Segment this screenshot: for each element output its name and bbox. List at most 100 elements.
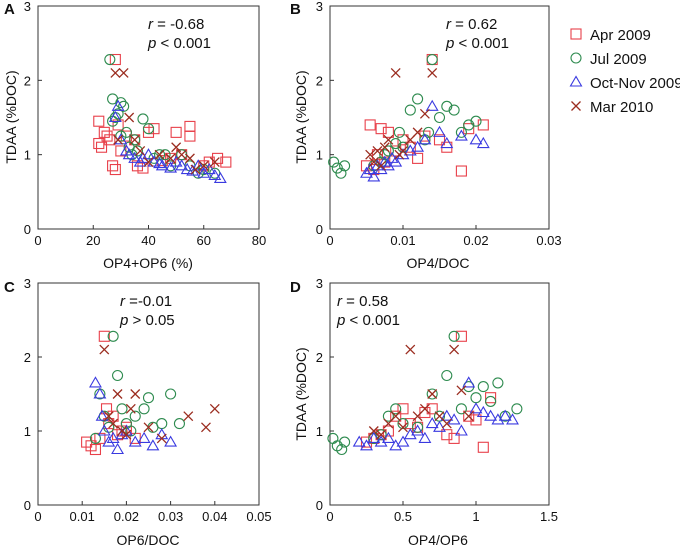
panel-d-point-oct-nov-2009 <box>433 420 446 432</box>
panel-c-point-oct-nov-2009 <box>89 376 102 388</box>
panel-d-point-mar-2010 <box>398 422 408 433</box>
panel-a-point-apr-2009 <box>148 123 160 135</box>
panel-c-xtick-label: 0 <box>34 509 41 524</box>
panel-d-marks <box>327 330 523 456</box>
panel-d-point-oct-nov-2009 <box>411 424 425 436</box>
panel-a-point-mar-2010 <box>129 134 140 145</box>
panel-a-point-oct-nov-2009 <box>136 151 150 163</box>
panel-d-point-jul-2009 <box>375 429 387 441</box>
panel-a-marks <box>93 53 232 184</box>
panel-d-xtick-label: 1.5 <box>540 509 558 524</box>
panel-a-point-oct-nov-2009 <box>197 166 211 178</box>
panel-d-point-oct-nov-2009 <box>498 409 512 421</box>
panel-b-ylabel: TDAA (%DOC) <box>293 70 309 163</box>
panel-d-ytick-label: 0 <box>316 498 323 513</box>
panel-c-ytick-label: 2 <box>24 350 31 365</box>
panel-b-point-apr-2009 <box>404 141 416 153</box>
panel-a-point-mar-2010 <box>184 153 195 164</box>
panel-a-ytick-label: 0 <box>24 222 31 237</box>
panel-b-point-oct-nov-2009 <box>418 133 432 145</box>
panel-a-point-mar-2010 <box>190 164 201 175</box>
panel-b-point-jul-2009 <box>412 93 424 105</box>
panel-b-point-mar-2010 <box>365 149 376 160</box>
panel-d-point-mar-2010 <box>441 418 452 429</box>
panel-b-point-jul-2009 <box>448 104 460 116</box>
legend-symbols <box>569 28 583 111</box>
panel-a-point-oct-nov-2009 <box>208 168 222 181</box>
panel-a-point-apr-2009 <box>212 152 224 164</box>
panel-c-point-apr-2009 <box>89 443 102 456</box>
panel-c-marks <box>81 330 220 456</box>
panel-d-point-apr-2009 <box>463 410 475 422</box>
panel-b-point-jul-2009 <box>335 167 347 179</box>
panel-a-point-mar-2010 <box>165 153 176 164</box>
panel-d-point-mar-2010 <box>376 429 387 440</box>
panel-a-point-apr-2009 <box>109 53 121 66</box>
panel-a-xtick-label: 0 <box>34 233 41 248</box>
panel-c-point-mar-2010 <box>209 403 220 414</box>
panel-a-point-mar-2010 <box>143 157 154 168</box>
panel-a-point-jul-2009 <box>154 149 166 161</box>
panel-d-point-oct-nov-2009 <box>381 431 395 443</box>
panel-b-point-apr-2009 <box>419 130 431 142</box>
panel-c-point-oct-nov-2009 <box>137 431 151 443</box>
panel-c-point-jul-2009 <box>138 403 150 415</box>
panel-b-point-oct-nov-2009 <box>425 99 439 111</box>
panel-c-point-mar-2010 <box>201 422 211 433</box>
panel-d-point-apr-2009 <box>426 403 438 415</box>
panel-d-point-mar-2010 <box>419 403 430 414</box>
panel-b-point-apr-2009 <box>397 134 409 146</box>
panel-a-point-mar-2010 <box>135 145 146 156</box>
panel-b-point-apr-2009 <box>455 165 467 177</box>
panel-d-letter: D <box>290 279 301 296</box>
panel-a-point-oct-nov-2009 <box>128 151 142 163</box>
panel-b-point-jul-2009 <box>339 160 351 172</box>
panel-b-point-oct-nov-2009 <box>433 125 446 137</box>
panel-d-point-mar-2010 <box>390 411 401 422</box>
panel-b-ytick-label: 2 <box>316 73 323 88</box>
panel-d-frame <box>329 282 550 506</box>
panel-c-point-oct-nov-2009 <box>102 435 116 447</box>
panel-d-point-apr-2009 <box>382 425 394 437</box>
legend-label-mar-2010: Mar 2010 <box>590 99 653 116</box>
panel-c-xlabel: OP6/DOC <box>116 532 179 548</box>
panel-b-point-apr-2009 <box>375 123 387 135</box>
panel-a-point-mar-2010 <box>209 157 220 168</box>
panel-d-point-apr-2009 <box>419 406 431 419</box>
panel-d-point-mar-2010 <box>449 344 460 355</box>
panel-a-point-apr-2009 <box>184 120 196 132</box>
panel-a-point-oct-nov-2009 <box>191 159 205 171</box>
panel-d-point-oct-nov-2009 <box>396 435 410 447</box>
panel-a-point-mar-2010 <box>113 134 124 145</box>
panel-b-point-jul-2009 <box>470 115 482 127</box>
panel-b-point-mar-2010 <box>419 108 430 119</box>
panel-d-ytick-label: 2 <box>316 350 323 365</box>
panel-b-point-jul-2009 <box>433 111 446 124</box>
panel-c-xtick-label: 0.03 <box>158 509 183 524</box>
panel-d-point-apr-2009 <box>477 441 489 453</box>
panel-c-ytick-label: 3 <box>24 276 31 291</box>
panel-c-point-apr-2009 <box>98 330 110 342</box>
panel-b-point-mar-2010 <box>368 157 379 168</box>
panel-c-point-mar-2010 <box>121 429 132 440</box>
panel-a-point-apr-2009 <box>112 119 124 131</box>
panel-d-point-jul-2009 <box>426 388 438 400</box>
panel-a-point-apr-2009 <box>107 160 119 172</box>
panel-b-point-oct-nov-2009 <box>411 140 425 152</box>
panel-d-xtick-label: 0 <box>326 509 333 524</box>
panel-c-p-stat: p > 0.05 <box>119 312 175 329</box>
panel-a-ytick-label: 2 <box>24 73 31 88</box>
panel-c-frame <box>37 282 260 506</box>
panel-a-point-oct-nov-2009 <box>164 161 178 173</box>
panel-b-point-jul-2009 <box>404 104 416 116</box>
panel-c-point-mar-2010 <box>183 411 194 422</box>
panel-d-point-jul-2009 <box>327 432 339 444</box>
panel-c-point-mar-2010 <box>143 422 154 433</box>
panel-c-xtick-label: 0.05 <box>246 509 271 524</box>
panel-a-point-oct-nov-2009 <box>111 99 125 111</box>
panel-d-point-jul-2009 <box>412 421 424 433</box>
panel-d-point-jul-2009 <box>492 377 504 389</box>
panel-d-p-stat: p < 0.001 <box>336 312 400 329</box>
panel-b-point-apr-2009 <box>433 134 446 146</box>
legend-label-apr-2009: Apr 2009 <box>590 27 651 44</box>
